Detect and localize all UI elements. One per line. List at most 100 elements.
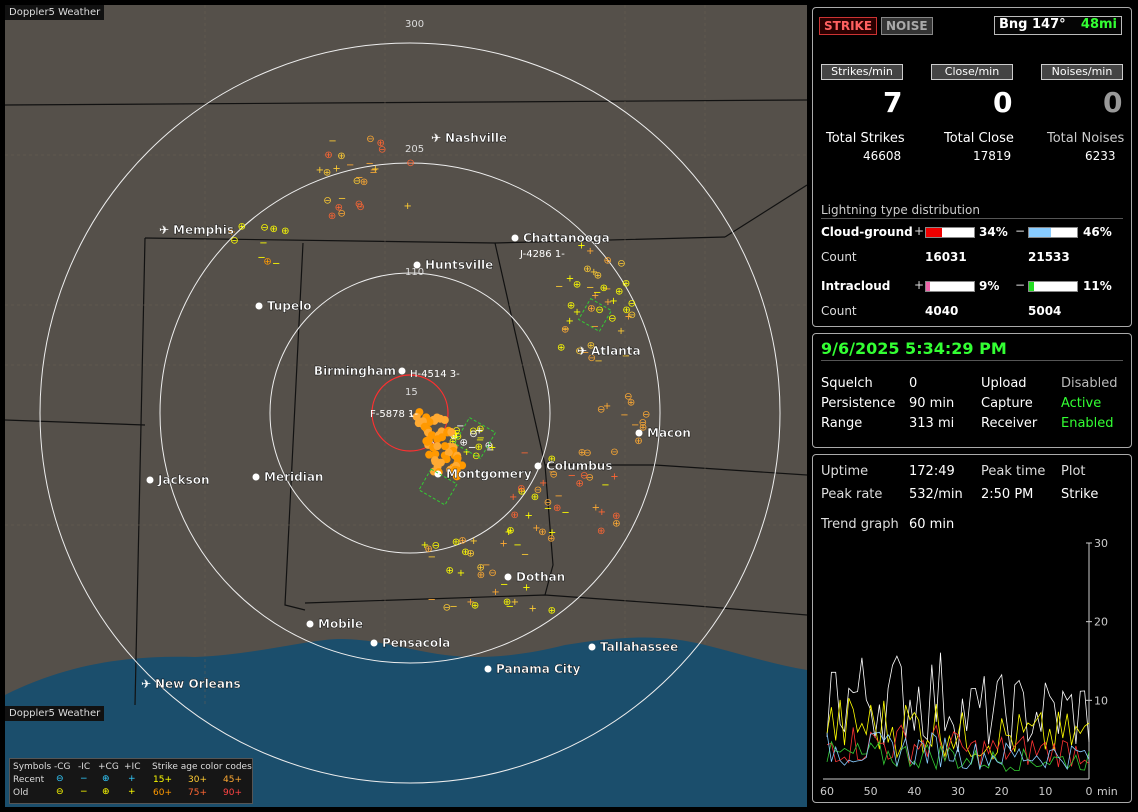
trend-series-line [826,740,1090,772]
strikes-per-min-value: 7 [883,86,903,119]
strike-symbol: ⊕ [377,138,385,149]
storm-tag[interactable]: H-4514 3- [410,369,460,380]
city-chattanooga[interactable]: Chattanooga [511,231,610,245]
strike-symbol: + [457,568,465,579]
city-nashville[interactable]: ✈ Nashville [431,131,507,145]
trend-x-label: 10 [1038,785,1052,798]
noises-per-min-value: 0 [1103,86,1123,119]
trend-x-label: 0 [1086,785,1093,798]
strike-symbol: − [346,160,354,171]
strike-symbol: − [603,284,611,295]
strikes-per-min-button[interactable]: Strikes/min [821,64,903,80]
city-pensacola[interactable]: Pensacola [370,636,451,650]
strike-symbol: − [428,552,436,563]
storm-tag-layer: J-4286 1- H-4514 3- F-5878 1- [370,249,613,506]
city-dot-icon [511,234,519,242]
strike-symbol: ⊖ [642,409,650,420]
peak-rate-label: Peak rate [821,487,883,502]
persistence-value: 90 min [909,396,955,411]
strike-symbol: ⊖ [469,429,477,440]
legend-nic-old-icon: − [80,787,88,797]
strike-symbol: ⊖ [639,417,647,428]
trend-y-label: 20 [1094,616,1108,629]
app-title: Doppler5 Weather [5,5,105,20]
noises-per-min-button[interactable]: Noises/min [1041,64,1123,80]
city-columbus[interactable]: Columbus [534,459,613,473]
total-close-value: 17819 [973,149,1012,163]
city-birmingham[interactable]: Birmingham [314,364,406,378]
storm-tag[interactable]: F-5878 1- [370,409,418,420]
city-new-orleans[interactable]: ✈ New Orleans [141,677,241,691]
peak-time-value: 2:50 PM [981,487,1034,502]
strike-symbol: − [468,442,476,453]
city-jackson[interactable]: Jackson [146,473,210,487]
city-tupelo[interactable]: Tupelo [255,299,312,313]
strike-symbol: − [594,356,602,367]
city-tallahassee[interactable]: Tallahassee [588,640,679,654]
cg-negative-count: 21533 [1028,250,1070,264]
city-atlanta[interactable]: ✈ Atlanta [577,344,641,358]
strike-symbol: + [469,536,477,547]
ic-negative-bar [1028,281,1078,292]
storm-tag[interactable]: J-4286 1- [519,249,565,260]
strike-symbol: − [581,348,589,359]
capture-label: Capture [981,396,1033,411]
strike-symbol: + [466,597,474,608]
city-dot-icon [146,476,154,484]
strike-symbol: + [463,447,471,458]
trend-graph-value[interactable]: 60 min [909,517,955,532]
lightning-map[interactable]: 300 205 110 15 ⊕ − − ⊕ ⊖ − ⊕ ⊖ ⊕ − − ⊕ + ⊕ + ⊖ ⊖ ⊕ − + ⊖ + ⊖ − ⊖ ⊖ + −… [5,5,807,807]
strike-symbol: ⊕ [269,224,277,235]
strike-symbol: − [544,503,552,514]
strike-symbol: − [500,579,508,590]
city-label: Huntsville [425,258,493,272]
strike-symbol: ⊕ [600,283,608,294]
total-strikes-label: Total Strikes [826,131,905,146]
noise-mode-button[interactable]: NOISE [881,17,933,35]
strike-symbol: ⊖ [378,145,386,156]
city-dot-icon [534,462,542,470]
total-noises-value: 6233 [1085,149,1116,163]
city-mobile[interactable]: Mobile [306,617,364,631]
cg-minus-sign: − [1015,224,1026,238]
strike-symbol: − [568,471,576,482]
strike-symbol: + [624,311,632,322]
ic-negative-count: 5004 [1028,304,1062,318]
strike-symbol: ⊖ [476,424,484,435]
strike-symbol: ⊕ [518,487,526,498]
city-label: Columbus [546,459,613,473]
strike-symbol: ⊕ [467,549,475,560]
trend-y-label: 10 [1094,694,1108,707]
strike-symbol: + [403,201,411,212]
strike-symbol: + [316,165,324,176]
plot-value[interactable]: Strike [1061,487,1099,502]
datetime-divider [821,360,1123,361]
city-huntsville[interactable]: Huntsville [413,258,494,272]
city-dot-icon [504,573,512,581]
strike-symbol: ⊕ [639,423,647,434]
close-per-min-button[interactable]: Close/min [931,64,1013,80]
strike-core-mark [442,455,451,464]
city-macon[interactable]: Macon [635,426,691,440]
strike-core-mark [452,466,461,475]
city-label: Memphis [173,223,234,237]
strike-symbol: ⊕ [323,168,331,179]
strike-symbol: ⊕ [328,211,336,222]
strike-symbol: + [488,443,496,454]
city-montgomery[interactable]: Montgomery [434,467,532,481]
city-panama-city[interactable]: Panama City [484,662,581,676]
airport-icon: ✈ [159,223,169,237]
strike-symbol: + [566,273,574,284]
strike-symbol: + [586,246,594,257]
strike-mode-button[interactable]: STRIKE [819,17,878,35]
strike-symbol: ⊖ [488,568,496,579]
city-meridian[interactable]: Meridian [252,470,324,484]
city-dothan[interactable]: Dothan [504,570,566,584]
city-memphis[interactable]: ✈ Memphis [159,223,234,237]
strike-symbol: + [591,290,599,301]
strike-symbol: ⊕ [557,343,565,354]
strike-symbol: + [499,539,507,550]
city-label: Atlanta [591,344,641,358]
city-label: Chattanooga [523,231,610,245]
strike-symbol: ⊕ [471,601,479,612]
